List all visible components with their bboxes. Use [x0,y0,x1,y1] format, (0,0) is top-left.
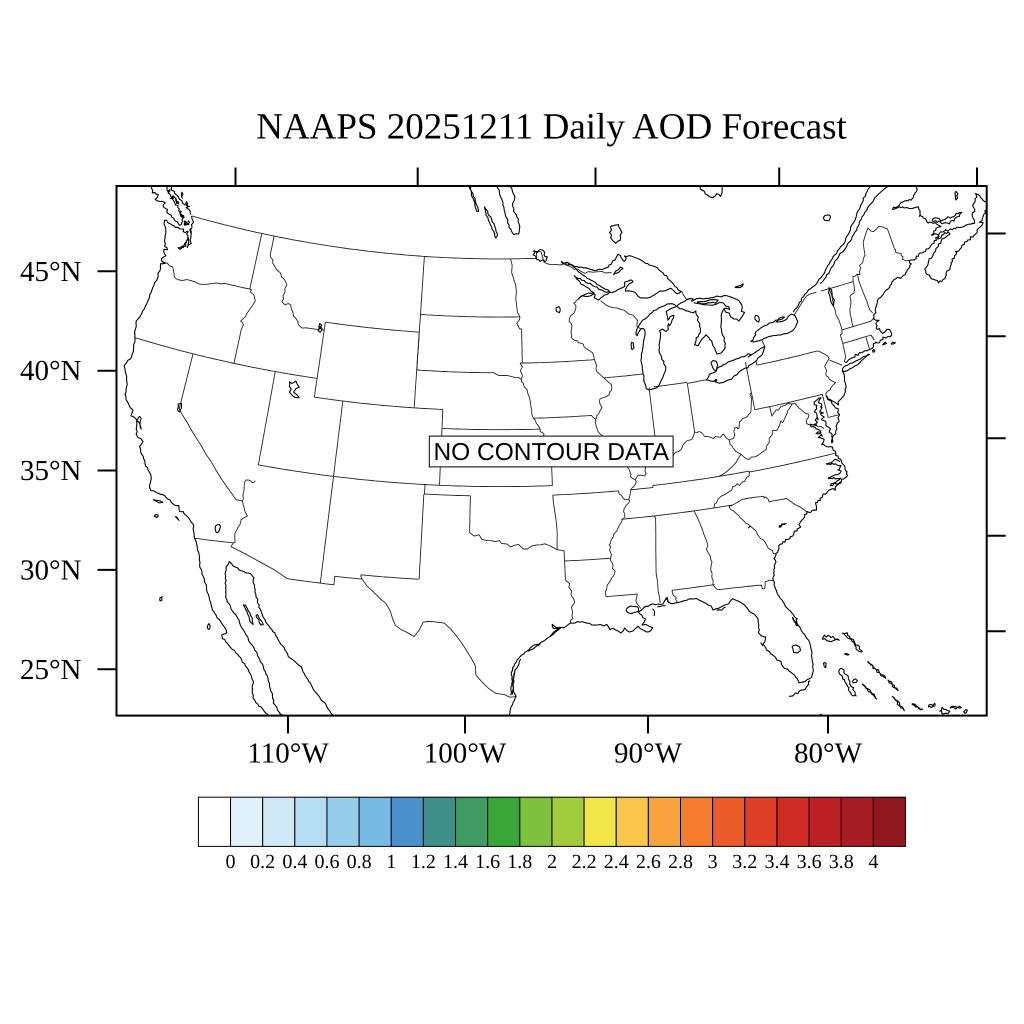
svg-text:0.8: 0.8 [347,851,372,873]
svg-text:1.8: 1.8 [507,851,532,873]
svg-text:1.4: 1.4 [443,851,468,873]
svg-text:4: 4 [868,851,878,873]
svg-text:NAAPS 20251211 Daily AOD Forec: NAAPS 20251211 Daily AOD Forecast [256,107,847,148]
svg-text:3.4: 3.4 [764,851,789,873]
svg-text:0: 0 [226,851,236,873]
svg-text:0.4: 0.4 [282,851,307,873]
svg-text:35°N: 35°N [20,455,82,487]
svg-text:30°N: 30°N [20,554,82,586]
svg-text:0.6: 0.6 [314,851,339,873]
svg-text:80°W: 80°W [794,738,863,770]
svg-text:NO CONTOUR DATA: NO CONTOUR DATA [433,439,669,466]
svg-text:100°W: 100°W [424,738,507,770]
svg-text:2.2: 2.2 [572,851,597,873]
svg-text:110°W: 110°W [247,738,329,770]
svg-text:2.8: 2.8 [668,851,693,873]
svg-text:3.6: 3.6 [797,851,822,873]
svg-text:1.2: 1.2 [411,851,436,873]
svg-text:40°N: 40°N [20,355,82,387]
svg-text:3: 3 [708,851,718,873]
svg-text:25°N: 25°N [20,654,82,686]
svg-text:3.2: 3.2 [732,851,757,873]
svg-text:2.4: 2.4 [604,851,629,873]
svg-text:0.2: 0.2 [250,851,275,873]
svg-text:1.6: 1.6 [475,851,500,873]
svg-text:90°W: 90°W [614,738,683,770]
svg-text:1: 1 [386,851,396,873]
svg-text:2.6: 2.6 [636,851,661,873]
svg-text:45°N: 45°N [20,256,82,288]
svg-text:3.8: 3.8 [829,851,854,873]
svg-text:2: 2 [547,851,557,873]
